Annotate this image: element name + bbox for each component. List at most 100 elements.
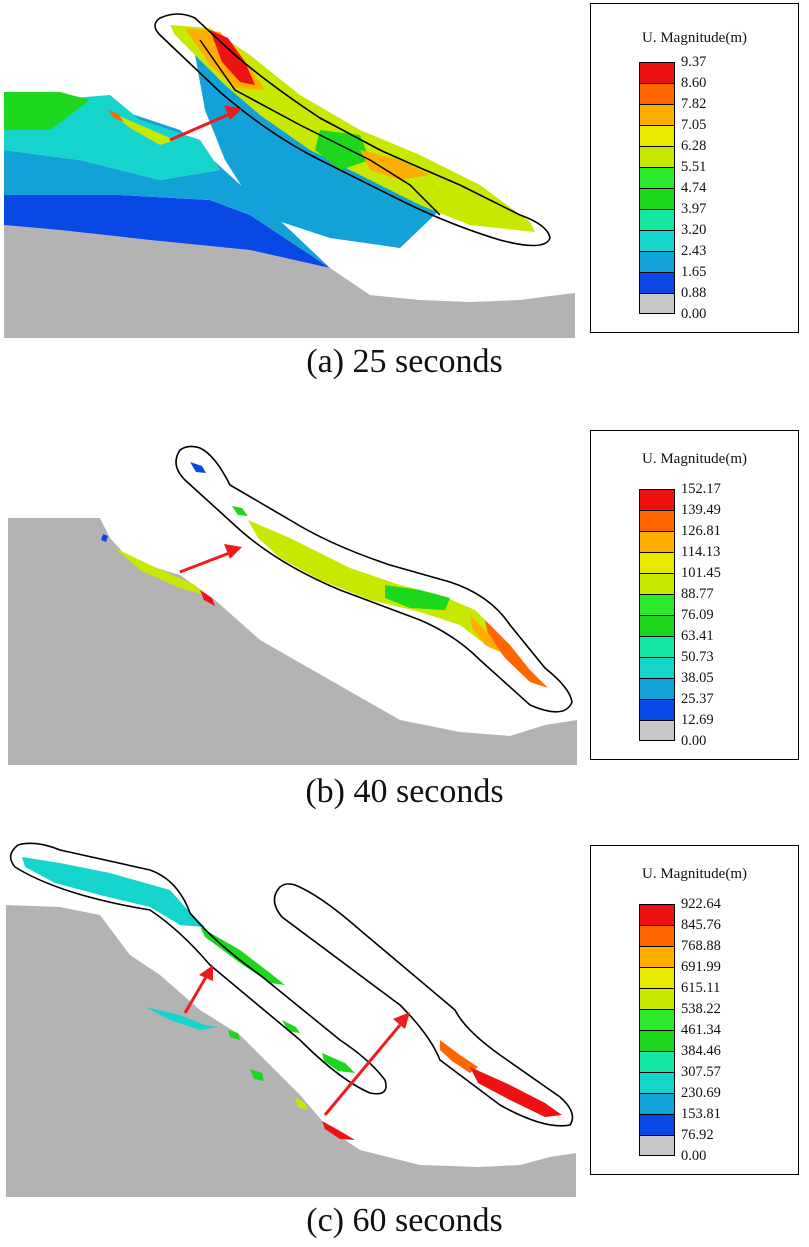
tick-label: 7.05: [681, 117, 707, 133]
source-mass-lip: [110, 112, 175, 145]
movement-arrow-left: [183, 976, 208, 1014]
panel-c: U. Magnitude(m) 922.64 845.76 768.88 691…: [0, 835, 809, 1239]
tick-label: 114.13: [681, 544, 721, 560]
tick-label: 2.43: [681, 243, 707, 259]
tick-label: 38.05: [681, 670, 714, 686]
source-remnant-cyan: [145, 1007, 218, 1030]
swatch-9: [639, 531, 675, 553]
tick-label: 6.28: [681, 138, 707, 154]
ground-profile: [4, 225, 575, 338]
tick-label: 615.11: [681, 980, 721, 996]
tick-label: 691.99: [681, 959, 721, 975]
source-remnant-red: [322, 1121, 355, 1140]
caption-c: (c) 60 seconds: [306, 1202, 503, 1239]
swatch-6: [639, 167, 675, 189]
tick-label: 922.64: [681, 896, 721, 912]
swatch-9: [639, 946, 675, 968]
swatch-8: [639, 552, 675, 574]
swatch-10: [639, 925, 675, 947]
movement-arrow-right: [323, 1024, 402, 1116]
source-remnant-yellow: [295, 1097, 308, 1110]
tick-label: 0.00: [681, 306, 707, 322]
legend-color-bar: 9.37 8.60 7.82 7.05 6.28 5.51 4.74 3.97 …: [639, 54, 799, 324]
source-remnant-blue: [101, 534, 108, 542]
tick-label: 8.60: [681, 75, 707, 91]
swatch-4: [639, 209, 675, 231]
legend-a: U. Magnitude(m) 9.37 8.60 7.82 7.05 6.28…: [590, 3, 799, 333]
ground-profile: [8, 518, 577, 765]
swatch-7: [639, 146, 675, 168]
legend-c: U. Magnitude(m) 922.64 845.76 768.88 691…: [590, 845, 799, 1175]
swatch-3: [639, 230, 675, 252]
legend-title: U. Magnitude(m): [642, 451, 747, 467]
swatch-8: [639, 967, 675, 989]
movement-arrow-right-head: [393, 1012, 410, 1029]
runout-mass-tail: [360, 150, 430, 180]
swatch-4: [639, 1051, 675, 1073]
tick-label: 50.73: [681, 649, 714, 665]
tick-label: 7.82: [681, 96, 707, 112]
tick-label: 25.37: [681, 691, 714, 707]
swatch-1: [639, 1114, 675, 1136]
movement-arrow-head: [224, 105, 242, 120]
runout-outline: [154, 13, 551, 247]
swatch-2: [639, 251, 675, 273]
runout-green-patch: [385, 585, 450, 610]
swatch-8: [639, 125, 675, 147]
tick-label: 768.88: [681, 938, 721, 954]
source-mass-mid: [4, 110, 330, 268]
runout-body: [248, 520, 510, 652]
runout-green-head: [232, 506, 248, 516]
simulation-view-b: [8, 445, 577, 765]
tick-label: 384.46: [681, 1043, 721, 1059]
tick-label: 63.41: [681, 628, 714, 644]
runout-left-blob1: [282, 1020, 300, 1033]
panel-b: U. Magnitude(m) 152.17 139.49 126.81 114…: [0, 420, 809, 820]
tick-label: 126.81: [681, 523, 721, 539]
tick-label: 12.69: [681, 712, 714, 728]
tick-label: 88.77: [681, 586, 714, 602]
swatch-6: [639, 1009, 675, 1031]
swatch-0: [639, 1135, 675, 1156]
runout-left-strip: [200, 927, 285, 985]
swatch-7: [639, 573, 675, 595]
simulation-view-a: [4, 13, 575, 338]
tick-label: 76.92: [681, 1127, 714, 1143]
legend-color-bar: 152.17 139.49 126.81 114.13 101.45 88.77…: [639, 481, 799, 751]
tick-label: 152.17: [681, 481, 721, 497]
swatch-2: [639, 1093, 675, 1115]
swatch-3: [639, 657, 675, 679]
runout-left-outline: [9, 842, 387, 1095]
legend-title: U. Magnitude(m): [642, 866, 747, 882]
swatch-10: [639, 510, 675, 532]
source-mass-edge: [108, 110, 124, 122]
swatch-3: [639, 1072, 675, 1094]
caption-b: (b) 40 seconds: [305, 773, 504, 810]
runout-right-outline: [273, 883, 574, 1127]
slip-boundary-line: [199, 39, 441, 216]
movement-arrow: [179, 550, 233, 574]
swatch-5: [639, 1030, 675, 1052]
source-remnant-green: [228, 1030, 240, 1040]
tick-label: 4.74: [681, 180, 707, 196]
runout-yellow-mid: [470, 615, 500, 652]
simulation-view-c: [6, 842, 576, 1197]
source-remnant: [115, 548, 205, 595]
caption-a: (a) 25 seconds: [306, 343, 503, 380]
swatch-0: [639, 293, 675, 314]
ground-profile: [6, 905, 576, 1197]
swatch-11: [639, 489, 675, 511]
panel-a: U. Magnitude(m) 9.37 8.60 7.82 7.05 6.28…: [0, 0, 809, 400]
runout-right-red: [470, 1067, 562, 1117]
swatch-1: [639, 699, 675, 721]
swatch-4: [639, 636, 675, 658]
runout-right-orange: [440, 1040, 478, 1073]
tick-label: 0.00: [681, 733, 707, 749]
runout-left-blob2: [322, 1053, 355, 1073]
movement-arrow: [169, 111, 233, 142]
tick-label: 538.22: [681, 1001, 721, 1017]
swatch-10: [639, 83, 675, 105]
tick-label: 3.20: [681, 222, 707, 238]
tick-label: 461.34: [681, 1022, 721, 1038]
tick-label: 0.00: [681, 1148, 707, 1164]
